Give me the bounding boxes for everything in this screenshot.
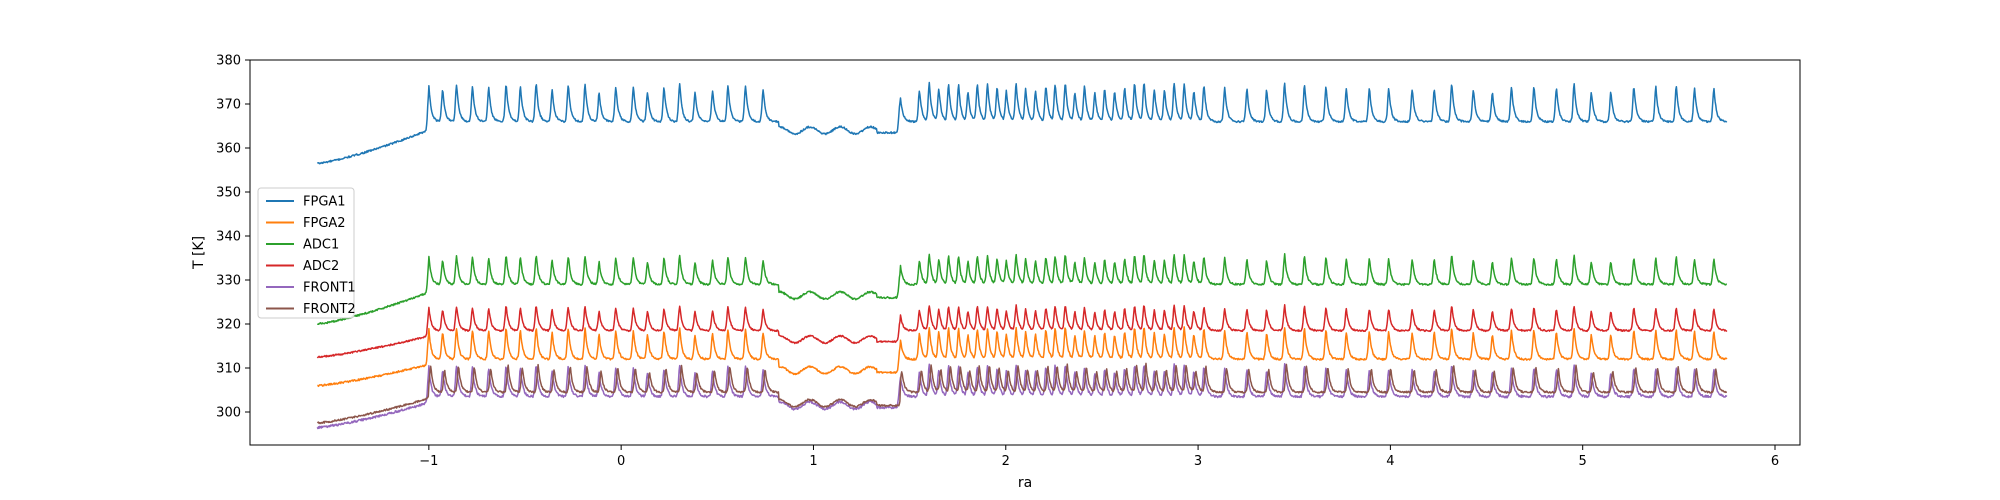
plot-lines	[316, 81, 1728, 430]
y-axis-label: T [K]	[191, 236, 207, 270]
x-tick-label: 4	[1386, 454, 1394, 469]
series-line-adc1	[316, 253, 1728, 326]
legend-label: FRONT2	[303, 302, 356, 317]
x-tick-label: 5	[1579, 454, 1587, 469]
legend-label: FRONT1	[303, 281, 356, 296]
legend-box	[257, 187, 355, 319]
x-tick-label: 2	[1002, 454, 1010, 469]
plot-frame	[249, 59, 1801, 446]
x-axis: −1 0 1 2 3 4 5 6	[419, 445, 1779, 469]
legend-label: ADC2	[303, 259, 339, 274]
y-axis: 300 310 320 330 340 350 360 370 380	[216, 54, 250, 421]
x-axis-label: ra	[1018, 475, 1032, 491]
x-tick-label: 0	[617, 454, 625, 469]
x-tick-label: 1	[809, 454, 817, 469]
y-tick-label: 330	[216, 274, 241, 289]
legend-label: FPGA2	[303, 216, 346, 231]
legend: FPGA1 FPGA2 ADC1 ADC2 FRONT1 FRONT2	[257, 187, 356, 319]
y-tick-label: 350	[216, 186, 241, 201]
legend-label: FPGA1	[303, 195, 346, 210]
series-line-front1	[316, 363, 1728, 430]
x-tick-label: 3	[1194, 454, 1202, 469]
y-tick-label: 380	[216, 54, 241, 69]
y-tick-label: 320	[216, 318, 241, 333]
series-line-adc2	[316, 304, 1728, 359]
y-tick-label: 340	[216, 230, 241, 245]
series-line-front2	[316, 362, 1728, 425]
y-tick-label: 310	[216, 362, 241, 377]
y-tick-label: 370	[216, 98, 241, 113]
y-tick-label: 300	[216, 406, 241, 421]
x-tick-label: 6	[1771, 454, 1779, 469]
series-line-fpga2	[317, 326, 1728, 388]
legend-label: ADC1	[303, 238, 339, 253]
y-tick-label: 360	[216, 142, 241, 157]
x-tick-label: −1	[419, 454, 438, 469]
series-line-fpga1	[316, 81, 1728, 165]
